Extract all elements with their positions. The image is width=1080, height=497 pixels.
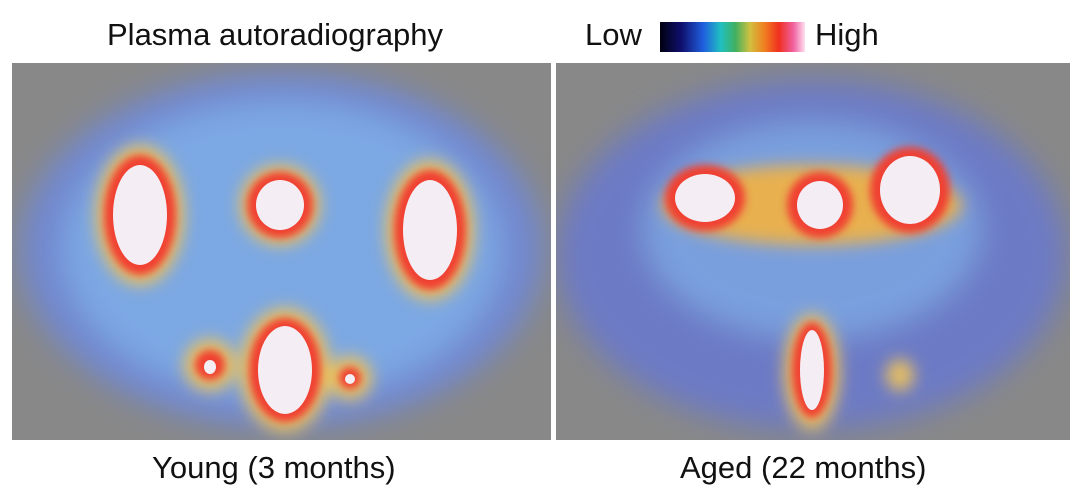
panel-label: Young (3 months)	[152, 450, 396, 485]
aged-panel	[556, 63, 1070, 440]
young-panel	[12, 63, 551, 440]
legend-low: Low	[585, 17, 642, 52]
title: Plasma autoradiography	[107, 17, 444, 52]
panel-label: Aged (22 months)	[680, 450, 927, 485]
color-bar	[660, 22, 805, 52]
legend-high: High	[815, 17, 879, 52]
